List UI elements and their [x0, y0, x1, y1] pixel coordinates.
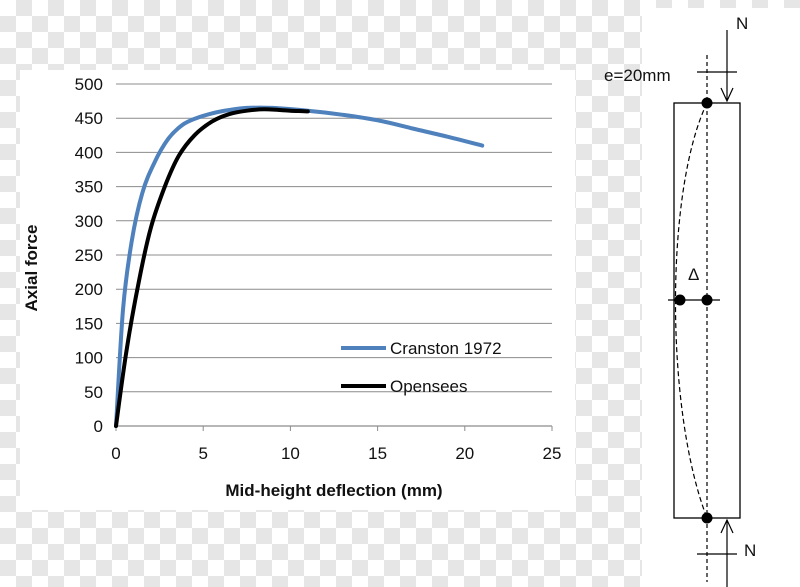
eccentricity-label: e=20mm [604, 66, 671, 85]
y-tick-label-250: 250 [75, 246, 103, 265]
x-tick-label-15: 15 [368, 444, 387, 463]
legend-label-opensees: Opensees [390, 377, 468, 396]
mid-node-axis [701, 294, 713, 306]
x-tick-label-25: 25 [543, 444, 562, 463]
y-tick-label-400: 400 [75, 143, 103, 162]
legend-label-cranston: Cranston 1972 [390, 339, 502, 358]
y-tick-labels: 0 50 100 150 200 250 300 350 400 450 500 [75, 75, 103, 436]
bottom-load-arrowhead-icon [720, 518, 734, 534]
x-tick-labels: 0 5 10 15 20 25 [111, 444, 561, 463]
y-tick-label-350: 350 [75, 178, 103, 197]
x-tick-label-10: 10 [281, 444, 300, 463]
top-load-arrowhead-icon [720, 87, 734, 103]
bottom-node [701, 512, 713, 524]
y-axis-title: Axial force [22, 225, 41, 312]
top-node [701, 97, 713, 109]
y-tick-label-50: 50 [84, 383, 103, 402]
series-line-cranston-1972 [114, 105, 485, 428]
y-tick-label-150: 150 [75, 314, 103, 333]
gridlines [116, 83, 552, 393]
deflection-label: Δ [688, 265, 699, 284]
y-tick-label-300: 300 [75, 212, 103, 231]
axes [115, 425, 553, 431]
y-tick-label-100: 100 [75, 349, 103, 368]
x-tick-label-20: 20 [455, 444, 474, 463]
top-load-label: N [736, 14, 748, 33]
x-axis-title: Mid-height deflection (mm) [225, 481, 442, 500]
y-tick-label-450: 450 [75, 109, 103, 128]
chart-background [20, 70, 575, 510]
x-tick-label-5: 5 [198, 444, 207, 463]
y-tick-label-500: 500 [75, 75, 103, 94]
y-tick-label-0: 0 [94, 417, 103, 436]
x-tick-label-0: 0 [111, 444, 120, 463]
series-lines [114, 105, 485, 428]
legend: Cranston 1972 Opensees [341, 339, 502, 396]
mid-node-deflected [674, 294, 686, 306]
bottom-load-label: N [744, 541, 756, 560]
series-line-opensees [114, 107, 310, 428]
y-tick-label-200: 200 [75, 280, 103, 299]
